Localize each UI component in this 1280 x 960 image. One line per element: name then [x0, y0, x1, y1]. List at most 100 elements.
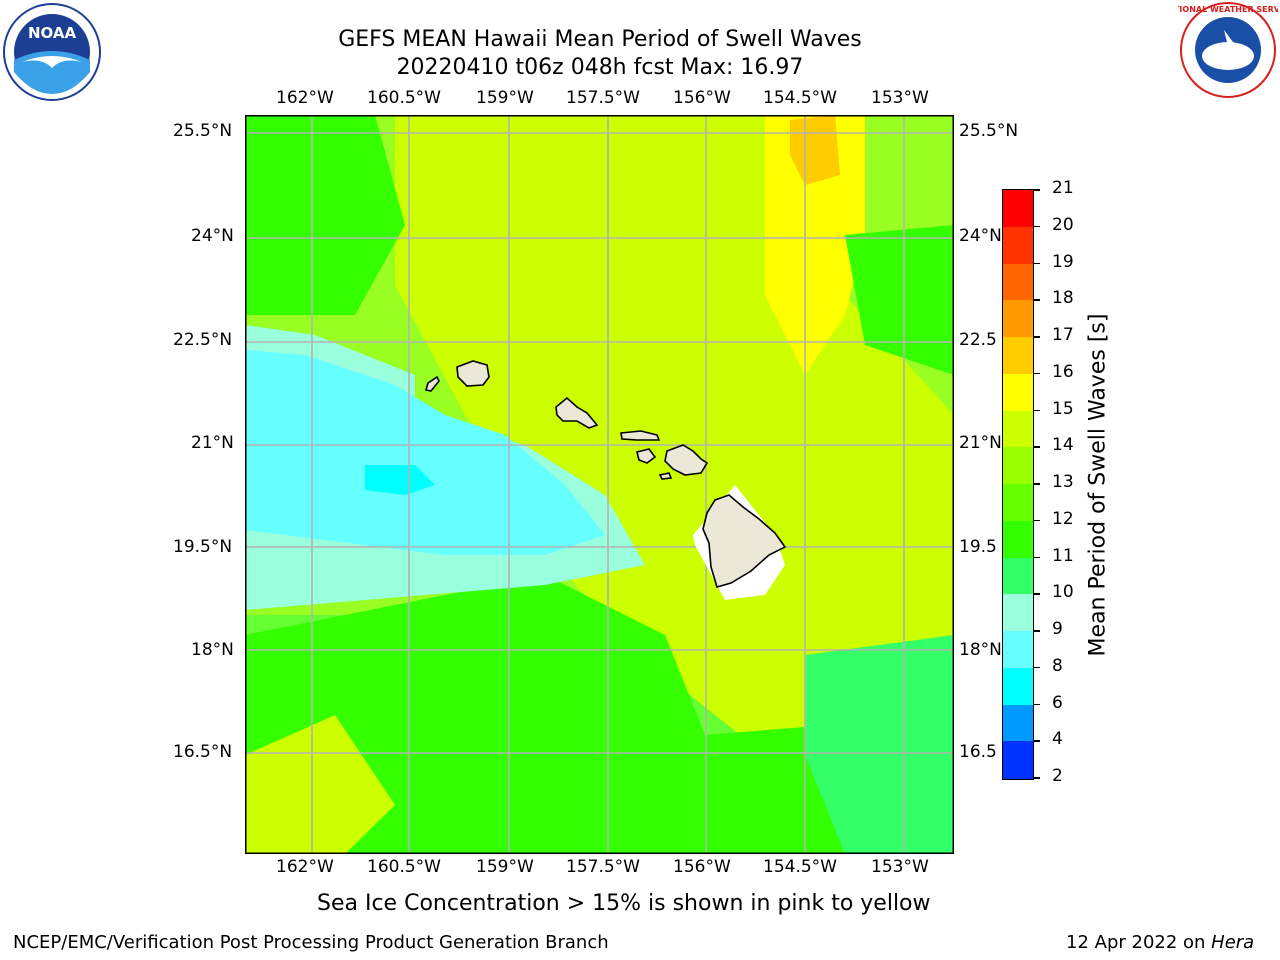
sea-ice-caption: Sea Ice Concentration > 15% is shown in …: [317, 891, 931, 916]
lat-label-right: 19.5: [959, 537, 997, 557]
map-title: GEFS MEAN Hawaii Mean Period of Swell Wa…: [338, 27, 862, 52]
island-niihau: [424, 375, 440, 392]
colorbar-tick-mark: [1034, 593, 1040, 595]
colorbar-tick-label: 16: [1052, 361, 1074, 382]
island-kauai: [456, 360, 490, 387]
colorbar-tick-label: 4: [1052, 729, 1063, 750]
field-band-14b: [245, 715, 395, 854]
colorbar-swatch: [1003, 741, 1033, 779]
island-lanai: [636, 448, 657, 464]
colorbar-tick-mark: [1034, 225, 1040, 228]
colorbar-tick-label: 18: [1052, 288, 1074, 309]
svg-text:NATIONAL WEATHER SERVICE: NATIONAL WEATHER SERVICE: [1178, 5, 1278, 14]
colorbar-tick-mark: [1034, 262, 1040, 264]
colorbar-tick-label: 14: [1052, 435, 1074, 456]
colorbar-swatch: [1003, 520, 1033, 558]
lat-label-right: 25.5°N: [959, 121, 1019, 141]
lat-label-left: 19.5°N: [173, 537, 233, 557]
island-hawaii: [702, 494, 787, 588]
lon-label-top: 160.5°W: [367, 88, 441, 108]
colorbar-tick-label: 11: [1052, 545, 1074, 566]
lon-label-bottom: 153°W: [871, 857, 929, 877]
colorbar-tick-mark: [1034, 189, 1040, 191]
colorbar-swatch: [1003, 704, 1033, 742]
field-band-11: [805, 635, 954, 854]
field-band-12c: [845, 225, 954, 375]
colorbar-tick-label: 9: [1052, 619, 1063, 639]
island-oahu: [555, 396, 599, 429]
footer-host: Hera: [1211, 932, 1255, 953]
lat-label-left: 21°N: [191, 433, 234, 453]
colorbar-swatch: [1003, 557, 1033, 595]
colorbar-swatch: [1003, 484, 1033, 522]
lat-label-left: 24°N: [191, 226, 234, 246]
colorbar-tick-label: 6: [1052, 692, 1063, 713]
graticule: [245, 115, 954, 854]
map-subtitle: 20220410 t06z 048h fcst Max: 16.97: [396, 55, 804, 80]
colorbar-swatch: [1003, 337, 1033, 375]
footer-credit: NCEP/EMC/Verification Post Processing Pr…: [13, 932, 609, 953]
colorbar-tick-label: 15: [1052, 398, 1074, 419]
lon-label-bottom: 160.5°W: [367, 857, 441, 877]
noaa-logo: NOAA: [2, 2, 102, 102]
colorbar-tick-label: 20: [1052, 214, 1074, 235]
footer-date-text: 12 Apr 2022 on: [1066, 932, 1212, 953]
colorbar-tick-label: 19: [1052, 251, 1074, 272]
lon-label-bottom: 157.5°W: [566, 857, 640, 877]
island-molokai: [620, 430, 661, 441]
islands: [424, 360, 787, 588]
field-band-12b: [245, 575, 954, 854]
lat-label-right: 21°N: [959, 433, 1002, 453]
colorbar-swatch: [1003, 190, 1033, 228]
colorbar-ticks: 21 20 19 18 17 16 15 14 13 12 11 10 9 8 6 4 2: [1034, 178, 1084, 786]
lat-label-left: 22.5°N: [173, 330, 233, 350]
colorbar-tick-mark: [1034, 409, 1040, 411]
colorbar-tick-label: 8: [1052, 655, 1063, 676]
colorbar-tick-mark: [1034, 299, 1040, 301]
map-svg: [245, 115, 954, 854]
lon-label-bottom: 162°W: [276, 857, 334, 877]
colorbar-tick-mark: [1034, 336, 1040, 338]
lat-label-right: 18°N: [959, 640, 1002, 660]
lon-label-bottom: 154.5°W: [763, 857, 837, 877]
lat-label-right: 24°N: [959, 226, 1002, 246]
field-band-15: [765, 115, 865, 375]
lat-label-right: 22.5: [959, 330, 997, 350]
colorbar-tick-mark: [1034, 372, 1040, 375]
field-band-9: [245, 350, 605, 555]
colorbar-tick-label: 17: [1052, 325, 1074, 345]
colorbar-tick-mark: [1034, 740, 1040, 742]
field-band-8: [365, 465, 435, 495]
lon-label-bottom: 159°W: [476, 857, 534, 877]
lon-label-top: 156°W: [673, 88, 731, 108]
colorbar-tick-mark: [1034, 556, 1040, 558]
colorbar-swatch: [1003, 447, 1033, 485]
island-kahoolawe: [658, 472, 673, 480]
colorbar-tick-mark: [1034, 630, 1040, 632]
island-maui: [664, 444, 709, 476]
colorbar-swatch: [1003, 410, 1033, 448]
lon-label-top: 153°W: [871, 88, 929, 108]
colorbar-tick-mark: [1034, 519, 1040, 522]
lon-label-top: 154.5°W: [763, 88, 837, 108]
colorbar-swatch: [1003, 373, 1033, 411]
nws-logo: NATIONAL WEATHER SERVICE: [1162, 0, 1280, 100]
colorbar-swatch: [1003, 263, 1033, 301]
colorbar-tick-mark: [1034, 703, 1040, 705]
colorbar-tick-label: 12: [1052, 508, 1074, 529]
lon-label-top: 162°W: [276, 88, 334, 108]
colorbar-tick-mark: [1034, 483, 1040, 485]
lat-label-left: 16.5°N: [173, 742, 233, 762]
colorbar-swatch: [1003, 667, 1033, 705]
map-frame: [245, 115, 954, 854]
lon-label-top: 159°W: [476, 88, 534, 108]
colorbar-label: Mean Period of Swell Waves [s]: [1085, 313, 1111, 657]
colorbar-tick-label: 21: [1052, 178, 1074, 198]
colorbar-tick-label: 13: [1052, 472, 1074, 492]
lat-label-left: 18°N: [191, 640, 234, 660]
field-band-12a: [245, 115, 405, 315]
colorbar-swatch: [1003, 631, 1033, 669]
colorbar-swatch: [1003, 594, 1033, 632]
colorbar-tick-mark: [1034, 446, 1040, 448]
svg-text:NOAA: NOAA: [28, 24, 77, 42]
